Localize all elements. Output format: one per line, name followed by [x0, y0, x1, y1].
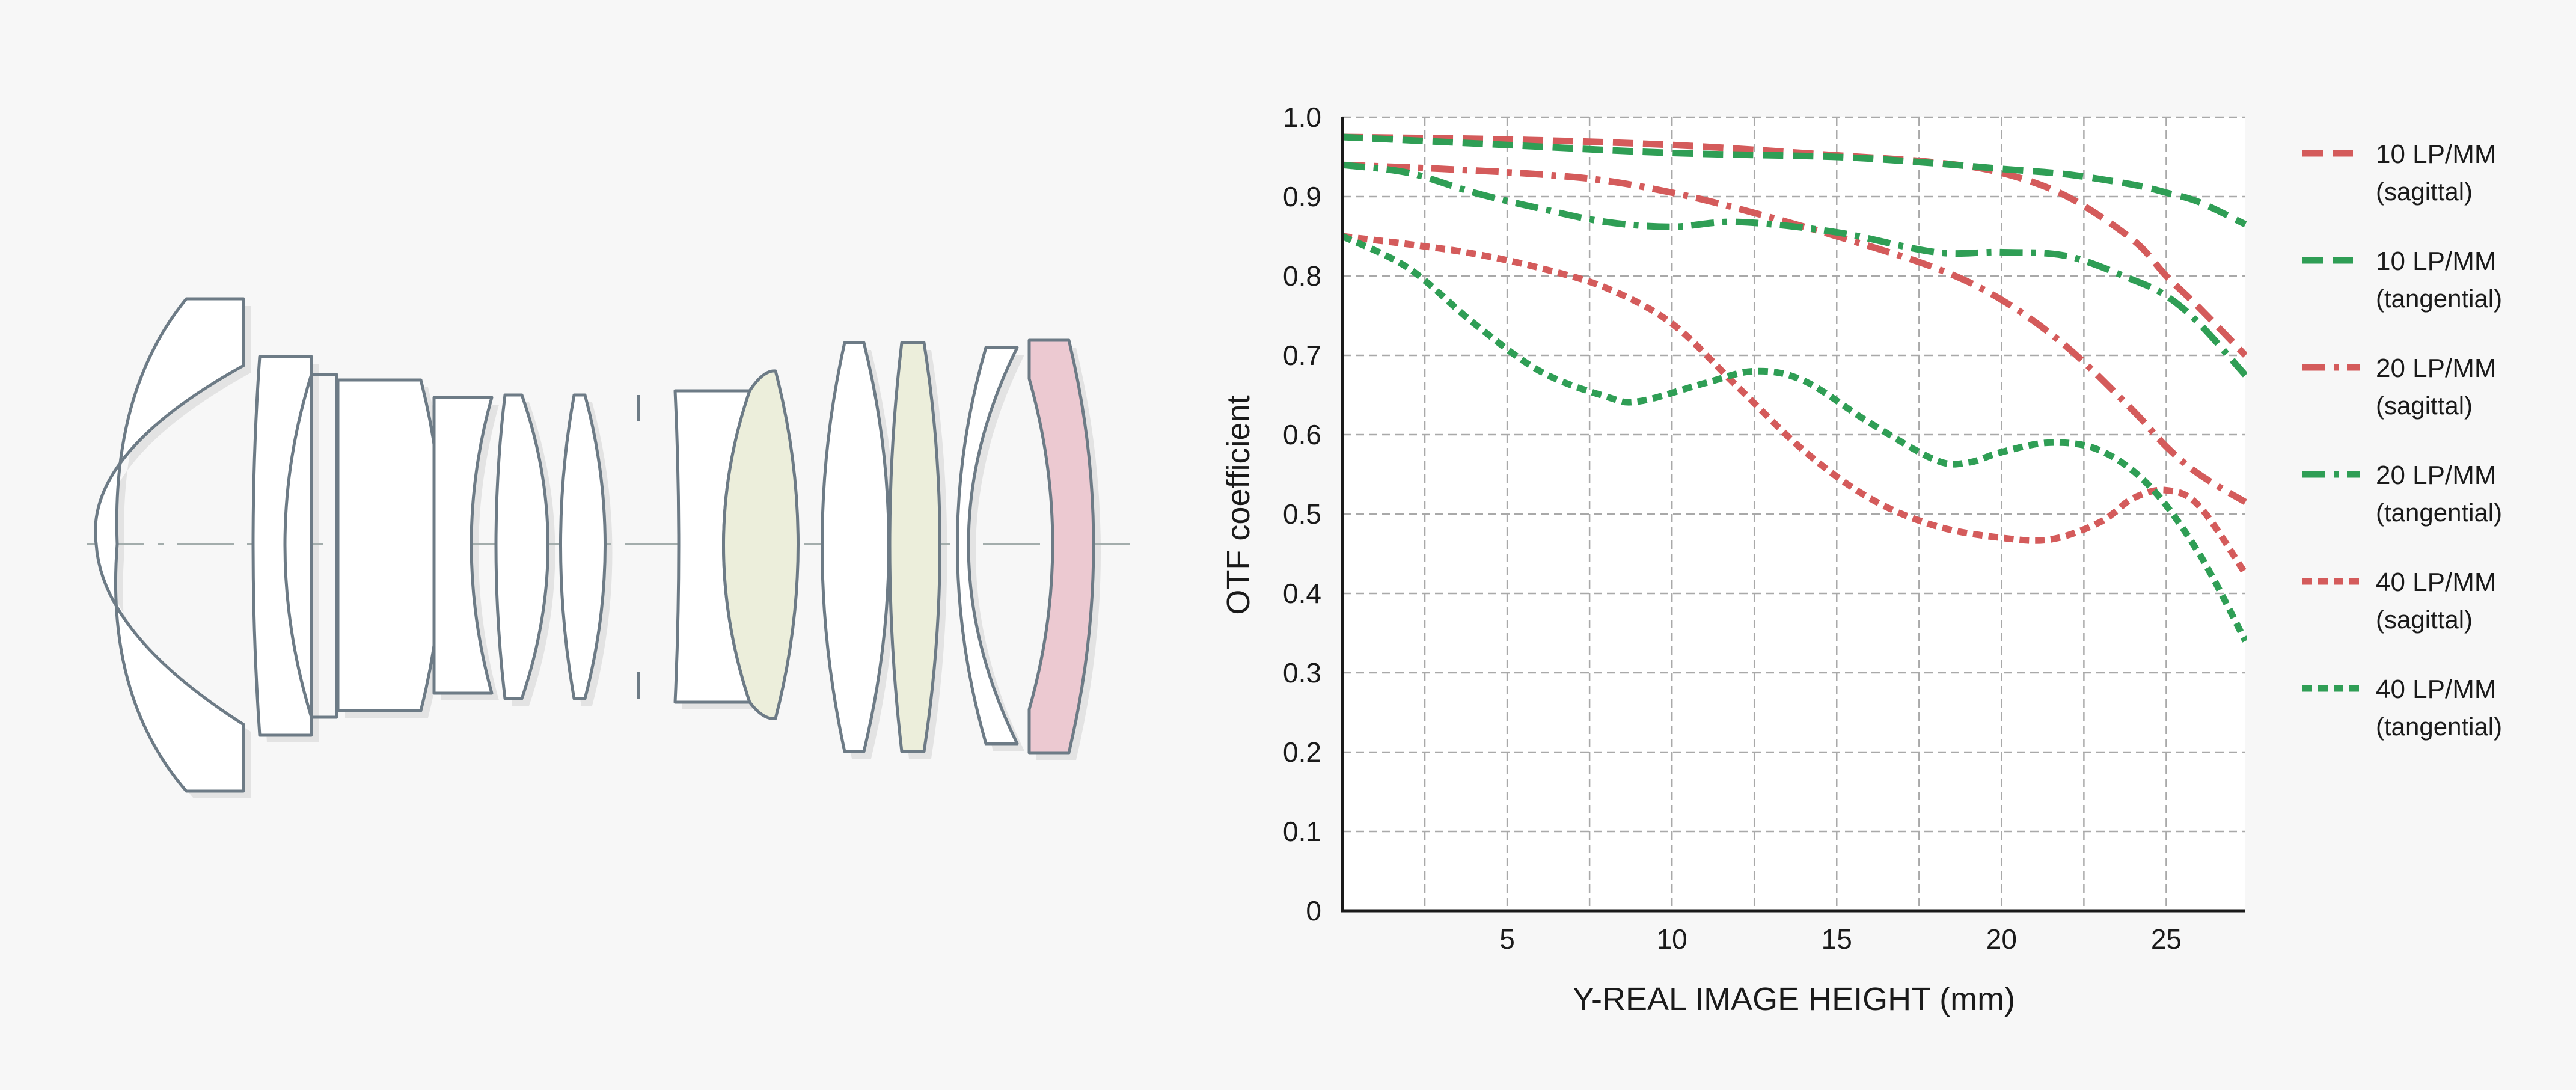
lens-element-3 [336, 378, 444, 712]
series-line-5 [1342, 233, 2247, 576]
series-line-4 [1342, 161, 2247, 378]
legend-sublabel: (sagittal) [2376, 605, 2473, 634]
lens-element-5 [494, 393, 549, 700]
legend: 10 LP/MM (sagittal) 10 LP/MM (tangential) 20… [2302, 139, 2502, 741]
y-tick-label: 0.3 [1283, 657, 1321, 688]
lens-element-1 [94, 297, 245, 793]
x-tick-label: 10 [1657, 923, 1687, 955]
series-line-6 [1342, 233, 2247, 643]
y-axis-label: OTF coefficient [1220, 395, 1256, 614]
lens-diagram [87, 297, 1133, 798]
legend-sublabel: (tangential) [2376, 284, 2502, 313]
y-tick-labels: 0 0.1 0.2 0.3 0.4 0.5 0.6 0.7 0.8 0.9 1.0 [1283, 102, 1321, 926]
x-tick-label: 20 [1986, 923, 2017, 955]
x-tick-label: 5 [1499, 923, 1515, 955]
lens-element-4 [432, 396, 494, 695]
series-line-1 [1342, 133, 2247, 358]
legend-label: 20 LP/MM [2376, 354, 2497, 383]
lens-element-9 [821, 341, 890, 753]
x-tick-label: 25 [2151, 923, 2182, 955]
grid [1342, 116, 2245, 911]
y-tick-label: 0.1 [1283, 816, 1321, 847]
series-line-2 [1342, 133, 2247, 228]
legend-label: 20 LP/MM [2376, 461, 2497, 490]
y-tick-label: 0.7 [1283, 340, 1321, 371]
legend-label: 10 LP/MM [2376, 246, 2497, 276]
series-line-3 [1342, 161, 2247, 505]
x-tick-labels: 5 10 15 20 25 [1499, 923, 2182, 955]
legend-sublabel: (tangential) [2376, 498, 2502, 527]
lens-element-8-yellow [722, 369, 800, 720]
y-tick-label: 0.4 [1283, 578, 1321, 609]
legend-label: 40 LP/MM [2376, 568, 2497, 597]
lens-element-12-pink [1027, 338, 1095, 755]
legend-label: 10 LP/MM [2376, 139, 2497, 169]
y-tick-label: 1.0 [1283, 102, 1321, 133]
y-tick-label: 0.2 [1283, 736, 1321, 768]
x-axis-label: Y-REAL IMAGE HEIGHT (mm) [1573, 981, 2015, 1017]
series-lines [1342, 133, 2247, 643]
y-tick-label: 0.9 [1283, 181, 1321, 212]
legend-sublabel: (tangential) [2376, 712, 2502, 741]
legend-sublabel: (sagittal) [2376, 391, 2473, 420]
y-tick-label: 0 [1306, 895, 1321, 926]
lens-element-2b [283, 373, 338, 719]
lens-element-11 [956, 346, 1019, 746]
y-tick-label: 0.5 [1283, 498, 1321, 530]
lens-element-2 [251, 355, 313, 737]
lens-element-6 [559, 393, 607, 700]
y-tick-label: 0.6 [1283, 419, 1321, 450]
y-tick-label: 0.8 [1283, 260, 1321, 292]
lens-element-10-yellow [888, 341, 941, 753]
legend-label: 40 LP/MM [2376, 675, 2497, 704]
mtf-chart: 0 0.1 0.2 0.3 0.4 0.5 0.6 0.7 0.8 0.9 1.0 5 10 15 20 2… [1220, 102, 2502, 1017]
x-tick-label: 15 [1822, 923, 1852, 955]
legend-sublabel: (sagittal) [2376, 177, 2473, 206]
